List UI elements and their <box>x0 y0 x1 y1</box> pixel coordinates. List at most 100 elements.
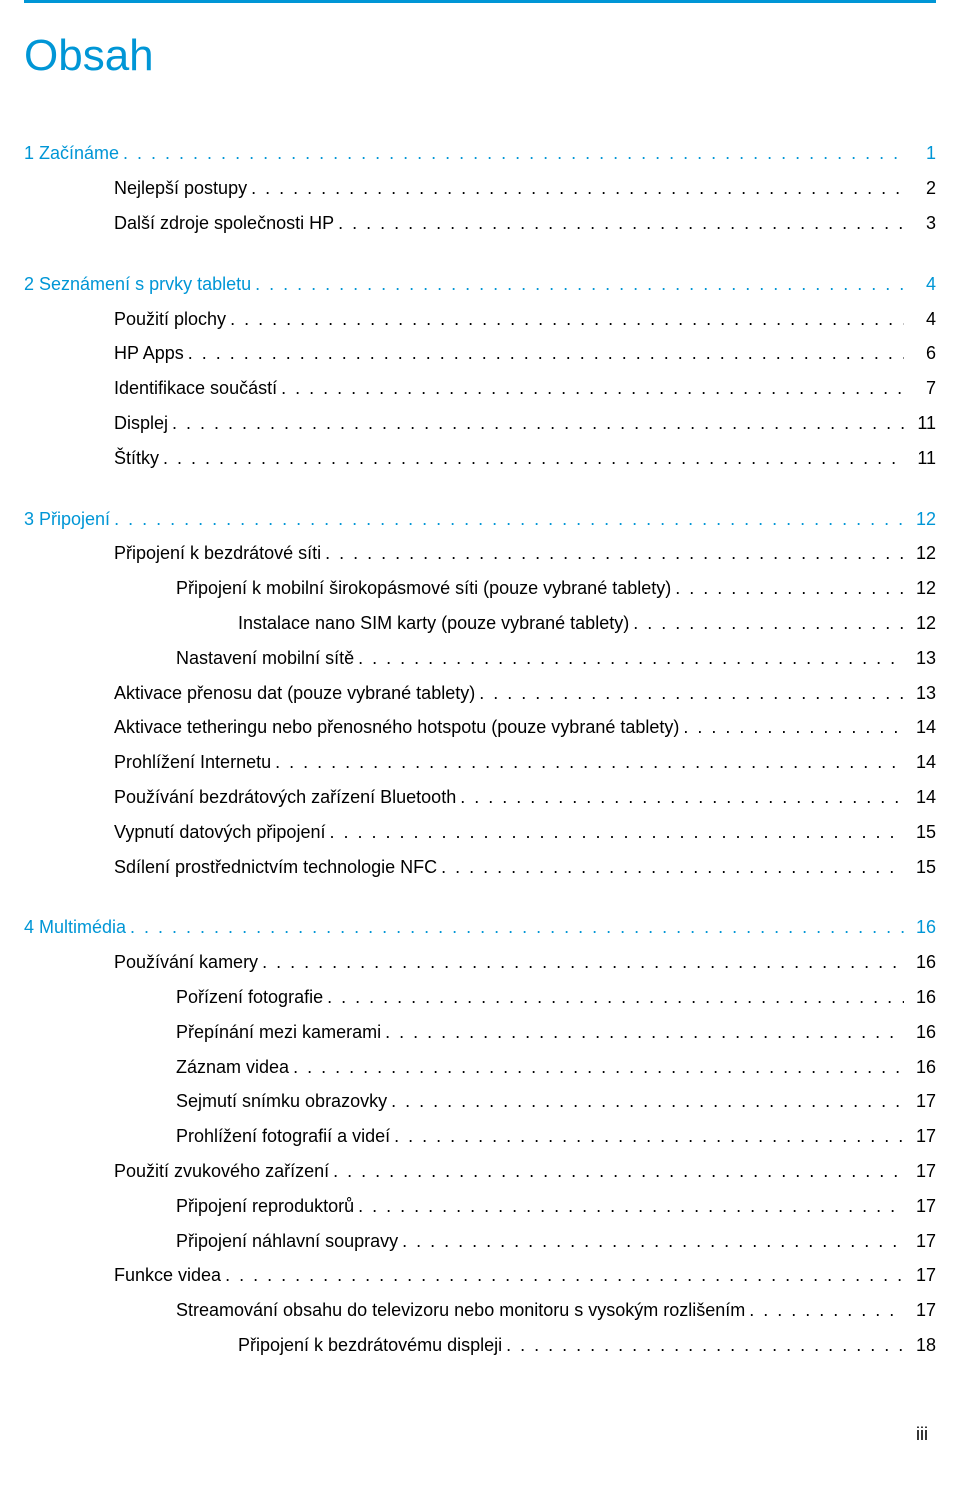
toc-label: Identifikace součástí <box>114 374 277 403</box>
toc-chapter[interactable]: 2 Seznámení s prvky tabletu4 <box>24 270 936 299</box>
toc-entry[interactable]: Další zdroje společnosti HP3 <box>24 209 936 238</box>
toc-leader <box>506 1331 904 1360</box>
toc-leader <box>275 748 904 777</box>
toc-page-number: 4 <box>908 305 936 334</box>
toc-leader <box>683 713 904 742</box>
toc-page-number: 1 <box>908 139 936 168</box>
toc-label: Přepínání mezi kamerami <box>176 1018 381 1047</box>
toc-entry[interactable]: Použití zvukového zařízení17 <box>24 1157 936 1186</box>
toc-entry[interactable]: Nastavení mobilní sítě13 <box>24 644 936 673</box>
toc-entry[interactable]: Přepínání mezi kamerami 16 <box>24 1018 936 1047</box>
toc-page-number: 2 <box>908 174 936 203</box>
toc-page-number: 13 <box>908 679 936 708</box>
toc-chapter[interactable]: 1 Začínáme1 <box>24 139 936 168</box>
toc-entry[interactable]: Používání bezdrátových zařízení Bluetoot… <box>24 783 936 812</box>
page-title: Obsah <box>24 21 936 91</box>
toc-entry[interactable]: Používání kamery 16 <box>24 948 936 977</box>
toc-label: Pořízení fotografie <box>176 983 323 1012</box>
toc-page-number: 17 <box>908 1087 936 1116</box>
toc-leader <box>329 818 904 847</box>
toc-label: Použití plochy <box>114 305 226 334</box>
toc-label: Aktivace přenosu dat (pouze vybrané tabl… <box>114 679 475 708</box>
toc-page-number: 15 <box>908 853 936 882</box>
toc-page-number: 16 <box>908 1018 936 1047</box>
toc-leader <box>262 948 904 977</box>
toc-page-number: 6 <box>908 339 936 368</box>
toc-entry[interactable]: Sdílení prostřednictvím technologie NFC 1… <box>24 853 936 882</box>
toc-label: Připojení k mobilní širokopásmové síti (… <box>176 574 671 603</box>
toc-label: 3 Připojení <box>24 505 110 534</box>
toc-entry[interactable]: Použití plochy 4 <box>24 305 936 334</box>
toc-label: Připojení reproduktorů <box>176 1192 354 1221</box>
toc-entry[interactable]: Instalace nano SIM karty (pouze vybrané … <box>24 609 936 638</box>
toc-leader <box>479 679 904 708</box>
toc-label: Sdílení prostřednictvím technologie NFC <box>114 853 437 882</box>
toc-leader <box>358 1192 904 1221</box>
toc-entry[interactable]: Připojení k mobilní širokopásmové síti (… <box>24 574 936 603</box>
toc-page-number: 12 <box>908 505 936 534</box>
toc-entry[interactable]: Záznam videa16 <box>24 1053 936 1082</box>
toc-label: HP Apps <box>114 339 184 368</box>
toc-page-number: 17 <box>908 1227 936 1256</box>
toc-page-number: 14 <box>908 713 936 742</box>
toc-page-number: 12 <box>908 539 936 568</box>
toc-label: Prohlížení fotografií a videí <box>176 1122 390 1151</box>
toc-entry[interactable]: Identifikace součástí 7 <box>24 374 936 403</box>
toc-entry[interactable]: Připojení náhlavní soupravy 17 <box>24 1227 936 1256</box>
toc-leader <box>114 505 904 534</box>
page-footer: iii <box>24 1420 936 1449</box>
toc-page-number: 11 <box>908 444 936 473</box>
toc-leader <box>338 209 904 238</box>
toc-leader <box>255 270 904 299</box>
toc-leader <box>172 409 904 438</box>
toc-page-number: 18 <box>908 1331 936 1360</box>
toc-label: Další zdroje společnosti HP <box>114 209 334 238</box>
toc-entry[interactable]: Připojení k bezdrátovému displeji18 <box>24 1331 936 1360</box>
toc-chapter[interactable]: 3 Připojení 12 <box>24 505 936 534</box>
toc-entry[interactable]: Nejlepší postupy2 <box>24 174 936 203</box>
toc-label: Záznam videa <box>176 1053 289 1082</box>
toc-page-number: 15 <box>908 818 936 847</box>
toc-leader <box>163 444 904 473</box>
toc-label: Připojení k bezdrátové síti <box>114 539 321 568</box>
toc-label: Připojení náhlavní soupravy <box>176 1227 398 1256</box>
toc-leader <box>358 644 904 673</box>
toc-label: 4 Multimédia <box>24 913 126 942</box>
toc-entry[interactable]: Štítky 11 <box>24 444 936 473</box>
toc-leader <box>394 1122 904 1151</box>
toc-entry[interactable]: HP Apps 6 <box>24 339 936 368</box>
toc-leader <box>385 1018 904 1047</box>
toc-leader <box>293 1053 904 1082</box>
toc-page-number: 17 <box>908 1192 936 1221</box>
toc-label: Displej <box>114 409 168 438</box>
toc-entry[interactable]: Aktivace přenosu dat (pouze vybrané tabl… <box>24 679 936 708</box>
toc-entry[interactable]: Vypnutí datových připojení15 <box>24 818 936 847</box>
toc-entry[interactable]: Sejmutí snímku obrazovky17 <box>24 1087 936 1116</box>
toc-label: Používání kamery <box>114 948 258 977</box>
toc-leader <box>391 1087 904 1116</box>
toc-entry[interactable]: Připojení k bezdrátové síti 12 <box>24 539 936 568</box>
toc-label: Nastavení mobilní sítě <box>176 644 354 673</box>
toc-page-number: 17 <box>908 1122 936 1151</box>
toc-chapter[interactable]: 4 Multimédia16 <box>24 913 936 942</box>
toc-gap <box>24 887 936 913</box>
toc-page-number: 7 <box>908 374 936 403</box>
toc-page-number: 14 <box>908 748 936 777</box>
toc-page-number: 11 <box>908 409 936 438</box>
toc-entry[interactable]: Funkce videa 17 <box>24 1261 936 1290</box>
toc-leader <box>460 783 904 812</box>
toc-entry[interactable]: Displej 11 <box>24 409 936 438</box>
toc-label: Funkce videa <box>114 1261 221 1290</box>
toc-entry[interactable]: Prohlížení fotografií a videí 17 <box>24 1122 936 1151</box>
toc-entry[interactable]: Aktivace tetheringu nebo přenosného hots… <box>24 713 936 742</box>
toc-entry[interactable]: Připojení reproduktorů 17 <box>24 1192 936 1221</box>
toc-page-number: 16 <box>908 983 936 1012</box>
toc-leader <box>281 374 904 403</box>
toc-label: Štítky <box>114 444 159 473</box>
toc-leader <box>188 339 904 368</box>
toc-page-number: 17 <box>908 1261 936 1290</box>
toc-page-number: 16 <box>908 948 936 977</box>
toc-gap <box>24 479 936 505</box>
toc-entry[interactable]: Pořízení fotografie 16 <box>24 983 936 1012</box>
toc-entry[interactable]: Prohlížení Internetu14 <box>24 748 936 777</box>
